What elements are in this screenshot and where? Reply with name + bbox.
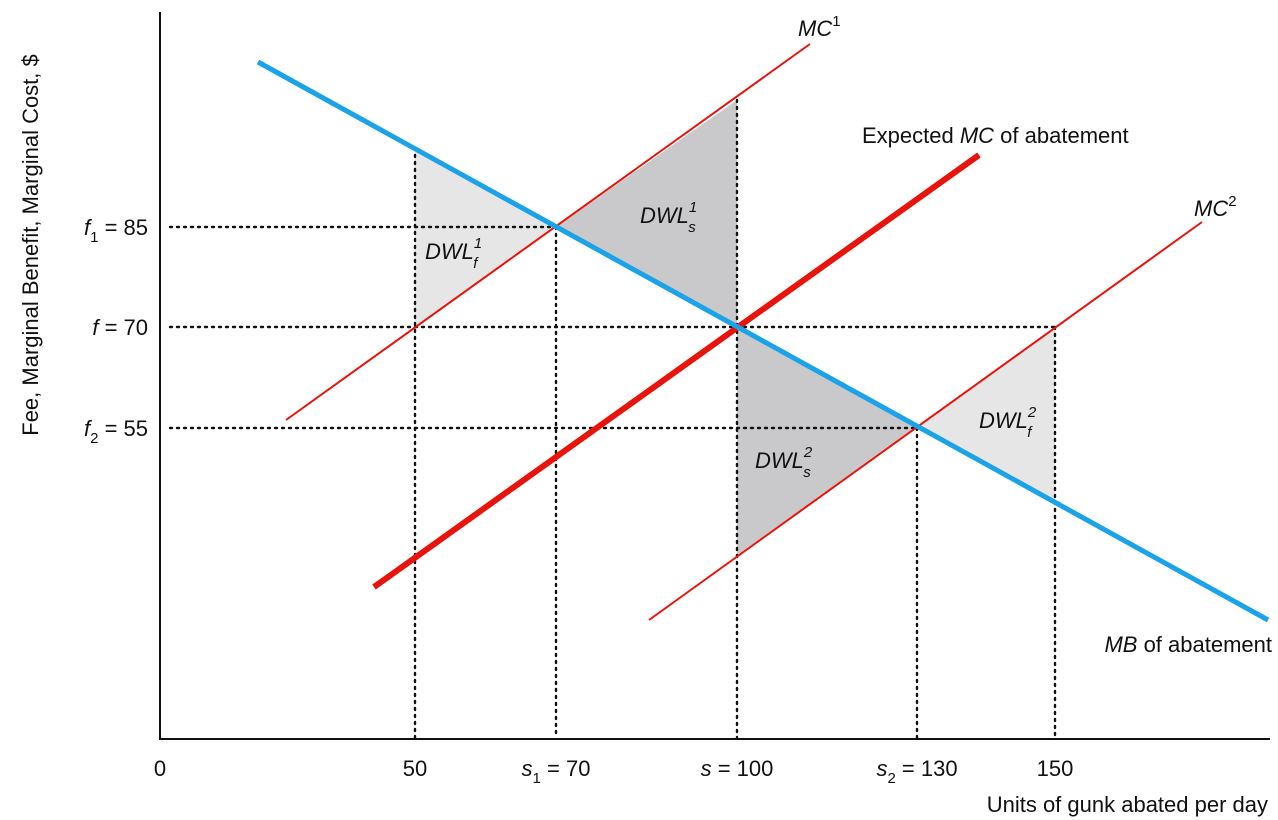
dwl-s2-region (737, 327, 917, 556)
mc1-label: MC1 (798, 13, 841, 41)
origin-label: 0 (154, 756, 166, 781)
mc1-curve (285, 43, 811, 421)
expected-mc-curve (372, 152, 981, 590)
dwl-f2-region (917, 327, 1055, 505)
mc2-curve (648, 221, 1203, 621)
dwl-s1-region (556, 100, 737, 327)
y-tick-f1: f1 = 85 (84, 215, 148, 246)
x-tick-s1: s1 = 70 (522, 756, 591, 787)
dwl-f1-label: DWL1 f (425, 235, 482, 272)
expected-mc-label: Expected MC of abatement (862, 123, 1129, 148)
x-axis-label: Units of gunk abated per day (987, 792, 1268, 817)
mb-curve (256, 59, 1270, 623)
y-tick-f2: f2 = 55 (84, 416, 148, 447)
y-axis-label: Fee, Marginal Benefit, Marginal Cost, $ (18, 54, 43, 436)
dwl-s1-label: DWL1 s (640, 199, 697, 236)
mb-label: MB of abatement (1104, 632, 1272, 657)
dwl-f2-label: DWL2 f (979, 404, 1037, 441)
mc2-label: MC2 (1194, 193, 1237, 221)
dwl-s2-label: DWL2 s (755, 444, 813, 481)
dwl-f1-region (415, 148, 556, 327)
x-tick-50: 50 (403, 756, 427, 781)
x-tick-s: s = 100 (701, 756, 774, 781)
x-tick-s2: s2 = 130 (876, 756, 957, 787)
y-tick-f: f = 70 (92, 315, 148, 340)
x-tick-150: 150 (1037, 756, 1074, 781)
